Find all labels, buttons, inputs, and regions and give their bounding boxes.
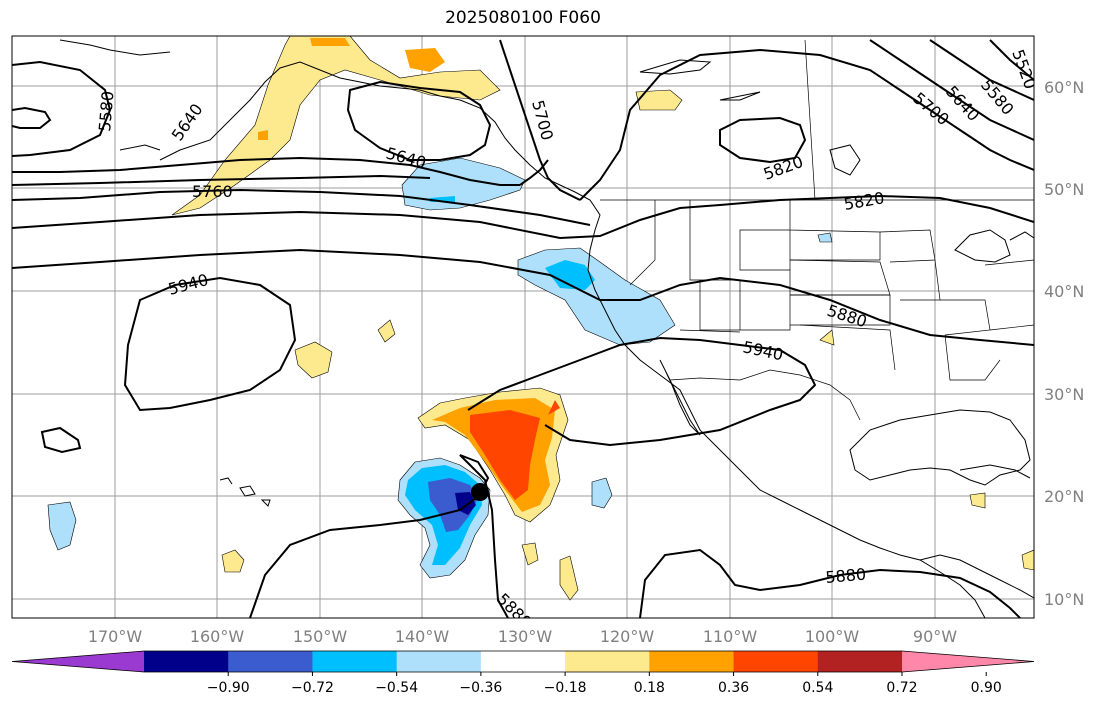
contour-label-5580-west: 5580 [95,90,117,132]
colorbar-segment [733,651,819,672]
contour-label-5880-south: 5880 [825,565,867,587]
lon-label-170w: 170°W [88,627,143,646]
storm-center-marker [471,483,489,501]
colorbar-segment [817,651,903,672]
lon-label-90w: 90°W [913,627,957,646]
colorbar-segment [312,651,398,672]
colorbar-extend-high [902,651,1034,672]
colorbar-segment [565,651,650,672]
map-frame-bg [12,36,1034,618]
colorbar-outline [11,650,1035,673]
colorbar-segment [228,651,313,672]
lat-label-20n: 20°N [1044,487,1084,506]
lat-label-10n: 10°N [1044,590,1084,609]
colorbar-tick-label: 0.90 [971,680,1002,696]
anomaly-alaska-orange [405,48,445,72]
lat-label-40n: 40°N [1044,282,1084,301]
colorbar-segment [480,651,566,672]
lat-label-50n: 50°N [1044,180,1084,199]
colorbar-segment [144,651,229,672]
colorbar-tick-label: 0.18 [634,680,665,696]
colorbar-tick-label: −0.36 [459,680,502,696]
colorbar-tick-label: −0.54 [375,680,418,696]
lat-label-30n: 30°N [1044,385,1084,404]
lon-label-160w: 160°W [190,627,245,646]
lat-label-60n: 60°N [1044,78,1084,97]
lon-label-130w: 130°W [498,627,553,646]
colorbar-tick-label: 0.54 [802,680,833,696]
colorbar: −0.90 −0.72 −0.54 −0.36 −0.18 0.18 0.36 0.54 0.7… [11,650,1035,696]
colorbar-tick-label: −0.72 [291,680,334,696]
colorbar-tick-label: −0.18 [544,680,587,696]
political-borders [600,39,1034,421]
colorbar-extend-low [12,651,144,672]
colorbar-tick-label: 0.36 [718,680,749,696]
height-contours [12,39,1034,618]
latitude-labels: 60°N 50°N 40°N 30°N 20°N 10°N [1044,78,1084,609]
map-frame [11,35,1035,619]
colorbar-tick-label: −0.90 [207,680,250,696]
lon-label-110w: 110°W [703,627,758,646]
lon-label-120w: 120°W [600,627,655,646]
coastlines [59,39,1034,618]
map-title: 2025080100 F060 [445,8,601,28]
colorbar-segment [396,651,482,672]
longitude-labels: 170°W 160°W 150°W 140°W 130°W 120°W 110°… [88,627,957,646]
colorbar-segment [649,651,735,672]
contour-label-5760: 5760 [192,182,233,201]
anomaly-alaska-positive [171,36,501,216]
colorbar-tick-label: 0.72 [886,680,917,696]
lon-label-140w: 140°W [395,627,450,646]
lon-label-150w: 150°W [293,627,348,646]
lon-label-100w: 100°W [805,627,860,646]
